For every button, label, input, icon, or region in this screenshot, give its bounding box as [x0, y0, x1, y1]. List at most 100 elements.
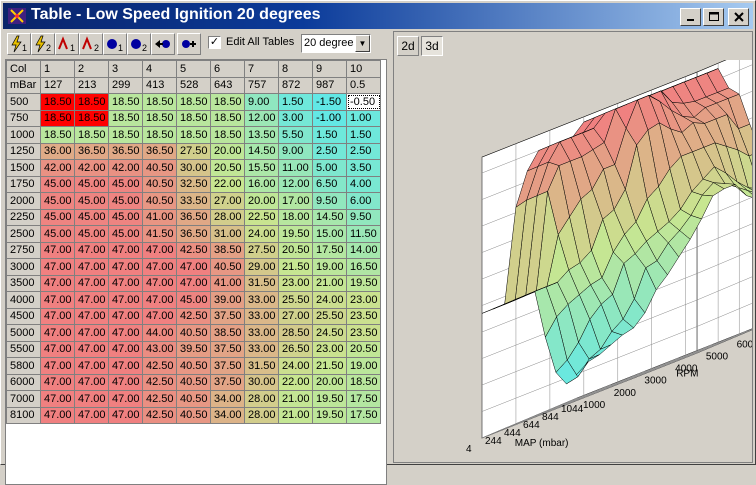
ignition-table[interactable]: Col 1 2 3 4 5 6 7 8 9 10 mBar 127 213 299 413 528 643 757 8…	[5, 59, 387, 485]
table-cell[interactable]: 44.00	[142, 324, 177, 342]
table-cell[interactable]: 23.00	[312, 340, 347, 358]
table-cell[interactable]: 42.00	[74, 159, 109, 177]
table-cell[interactable]: 33.00	[244, 340, 279, 358]
up1-button[interactable]: 1	[55, 33, 79, 55]
table-cell[interactable]: 47.00	[40, 373, 75, 391]
table-cell[interactable]: 12.00	[278, 175, 313, 193]
table-cell[interactable]: 16.50	[346, 258, 381, 276]
table-cell[interactable]: 3.00	[278, 109, 313, 127]
map1-button[interactable]: 1	[7, 33, 31, 55]
rpm-row-header[interactable]: 5000	[6, 324, 41, 342]
table-cell[interactable]: 18.50	[40, 109, 75, 127]
table-cell[interactable]: 42.50	[142, 390, 177, 408]
table-cell[interactable]: 2.50	[312, 142, 347, 160]
table-cell[interactable]: -0.50	[346, 93, 381, 111]
table-cell[interactable]: 18.50	[142, 93, 177, 111]
table-cell[interactable]: 18.50	[176, 93, 211, 111]
table-cell[interactable]: 21.00	[312, 274, 347, 292]
rpm-row-header[interactable]: 3500	[6, 274, 41, 292]
table-cell[interactable]: 9.50	[312, 192, 347, 210]
table-cell[interactable]: 28.00	[244, 406, 279, 424]
table-cell[interactable]: 47.00	[74, 291, 109, 309]
table-cell[interactable]: 47.00	[74, 241, 109, 259]
table-cell[interactable]: 24.00	[312, 291, 347, 309]
rpm-row-header[interactable]: 1750	[6, 175, 41, 193]
table-cell[interactable]: 40.50	[142, 192, 177, 210]
rpm-row-header[interactable]: 4000	[6, 291, 41, 309]
table-cell[interactable]: 30.00	[176, 159, 211, 177]
table-cell[interactable]: 14.50	[244, 142, 279, 160]
table-cell[interactable]: 15.50	[244, 159, 279, 177]
table-cell[interactable]: 40.50	[176, 357, 211, 375]
table-cell[interactable]: 39.00	[210, 291, 245, 309]
table-cell[interactable]: 21.50	[278, 258, 313, 276]
table-cell[interactable]: 32.50	[176, 175, 211, 193]
table-cell[interactable]: 11.50	[346, 225, 381, 243]
table-cell[interactable]: 47.00	[40, 291, 75, 309]
table-cell[interactable]: -1.50	[312, 93, 347, 111]
table-cell[interactable]: 6.00	[346, 192, 381, 210]
table-cell[interactable]: 47.00	[74, 357, 109, 375]
chevron-down-icon[interactable]: ▼	[355, 35, 370, 52]
rpm-row-header[interactable]: 6000	[6, 373, 41, 391]
table-cell[interactable]: 18.50	[210, 93, 245, 111]
table-cell[interactable]: 47.00	[108, 340, 143, 358]
table-cell[interactable]: 22.00	[210, 175, 245, 193]
table-cell[interactable]: 19.50	[312, 390, 347, 408]
table-cell[interactable]: 23.00	[346, 291, 381, 309]
table-cell[interactable]: 18.50	[346, 373, 381, 391]
table-cell[interactable]: 4.00	[346, 175, 381, 193]
table-cell[interactable]: 17.00	[278, 192, 313, 210]
rpm-row-header[interactable]: 2000	[6, 192, 41, 210]
minimize-button[interactable]	[680, 8, 701, 26]
table-cell[interactable]: 40.50	[210, 258, 245, 276]
table-cell[interactable]: 47.00	[108, 357, 143, 375]
rpm-row-header[interactable]: 1500	[6, 159, 41, 177]
table-cell[interactable]: 14.00	[346, 241, 381, 259]
table-cell[interactable]: 45.00	[40, 192, 75, 210]
table-cell[interactable]: 37.50	[210, 373, 245, 391]
up2-button[interactable]: 2	[79, 33, 103, 55]
table-cell[interactable]: 42.50	[142, 373, 177, 391]
table-cell[interactable]: 33.00	[244, 307, 279, 325]
table-cell[interactable]: 27.50	[244, 241, 279, 259]
table-cell[interactable]: 1.50	[346, 126, 381, 144]
table-cell[interactable]: 45.00	[40, 208, 75, 226]
table-cell[interactable]: 47.00	[176, 258, 211, 276]
table-select[interactable]: 20 degrees ▼	[301, 34, 371, 53]
table-cell[interactable]: 21.00	[278, 406, 313, 424]
table-cell[interactable]: 47.00	[108, 307, 143, 325]
table-cell[interactable]: 18.50	[40, 93, 75, 111]
table-cell[interactable]: 47.00	[40, 324, 75, 342]
table-cell[interactable]: 23.50	[346, 307, 381, 325]
table-cell[interactable]: 41.50	[142, 225, 177, 243]
table-cell[interactable]: 20.00	[210, 142, 245, 160]
table-cell[interactable]: 34.00	[210, 406, 245, 424]
table-cell[interactable]: 28.00	[210, 208, 245, 226]
maximize-button[interactable]	[703, 8, 724, 26]
table-cell[interactable]: 19.00	[346, 357, 381, 375]
table-cell[interactable]: 47.00	[108, 406, 143, 424]
table-cell[interactable]: 28.00	[244, 390, 279, 408]
ignition-grid[interactable]: Col 1 2 3 4 5 6 7 8 9 10 mBar 127 213 299 413 528 643 757 8…	[6, 60, 381, 424]
table-cell[interactable]: 42.50	[176, 307, 211, 325]
table-cell[interactable]: 18.50	[74, 93, 109, 111]
table-cell[interactable]: 24.50	[312, 324, 347, 342]
table-cell[interactable]: 21.00	[278, 390, 313, 408]
table-cell[interactable]: 42.00	[108, 159, 143, 177]
table-cell[interactable]: 36.50	[142, 142, 177, 160]
rpm-row-header[interactable]: 5800	[6, 357, 41, 375]
table-cell[interactable]: 36.50	[108, 142, 143, 160]
table-cell[interactable]: 3.50	[346, 159, 381, 177]
table-cell[interactable]: 29.00	[244, 258, 279, 276]
table-cell[interactable]: 47.00	[40, 340, 75, 358]
table-cell[interactable]: 22.50	[244, 208, 279, 226]
table-cell[interactable]: 45.00	[108, 175, 143, 193]
table-cell[interactable]: 33.50	[176, 192, 211, 210]
rpm-row-header[interactable]: 2500	[6, 225, 41, 243]
table-cell[interactable]: 47.00	[74, 274, 109, 292]
table-cell[interactable]: 47.00	[176, 274, 211, 292]
rpm-row-header[interactable]: 4500	[6, 307, 41, 325]
table-cell[interactable]: 20.50	[210, 159, 245, 177]
table-cell[interactable]: 17.50	[312, 241, 347, 259]
